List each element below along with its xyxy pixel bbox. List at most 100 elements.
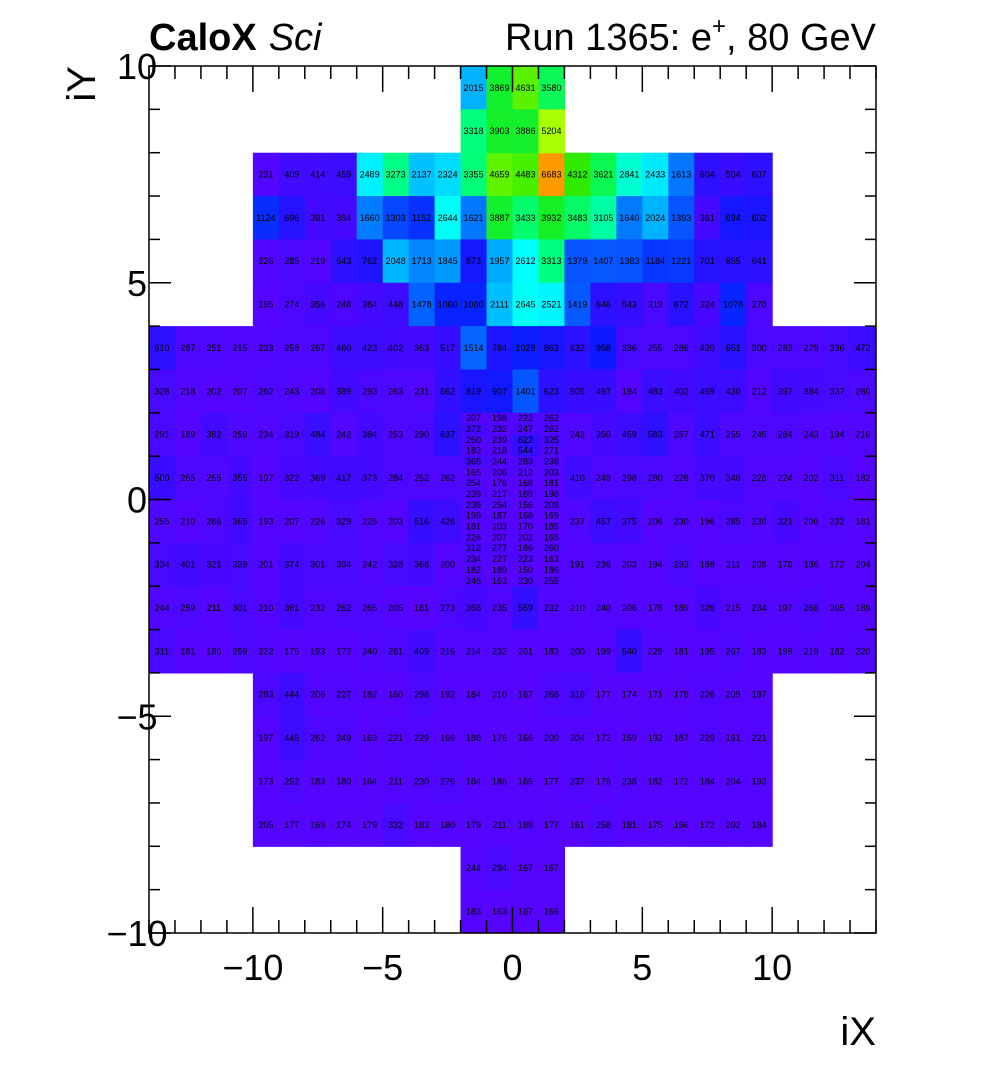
heatmap-cell: [824, 499, 851, 544]
heatmap-fine-cell: [538, 488, 566, 501]
heatmap-fine-cell: [512, 499, 540, 511]
heatmap-cell: [798, 499, 825, 544]
heatmap-value-label: 276: [440, 776, 455, 786]
heatmap-fine-cell: [512, 510, 540, 522]
heatmap-bottom-cell: [486, 889, 514, 934]
heatmap-value-label: 266: [206, 516, 221, 526]
heatmap-cell: [330, 369, 358, 414]
heatmap-cell: [486, 239, 514, 284]
heatmap-value-label: 283: [778, 343, 793, 353]
heatmap-value-label: 355: [232, 473, 247, 483]
heatmap-value-label: 293: [674, 560, 689, 570]
heatmap-value-label: 460: [336, 343, 351, 353]
heatmap-value-label: 181: [180, 646, 195, 656]
heatmap-cell: [720, 716, 747, 761]
heatmap-cell: [356, 759, 384, 804]
heatmap-value-label: 3313: [541, 256, 561, 266]
heatmap-fine-value-label: 185: [544, 522, 559, 532]
heatmap-cell: [746, 542, 773, 587]
heatmap-cell: [304, 672, 332, 717]
heatmap-cell: [408, 412, 436, 457]
heatmap-cell: [824, 586, 851, 631]
heatmap-cells: [149, 66, 877, 934]
y-tick-label: −10: [106, 913, 167, 954]
heatmap-cell: [824, 369, 851, 414]
heatmap-cell: [512, 672, 540, 717]
heatmap-value-label: 423: [362, 343, 377, 353]
heatmap-value-label: 193: [752, 776, 767, 786]
heatmap-value-label: 1713: [412, 256, 432, 266]
heatmap-value-label: 218: [180, 386, 195, 396]
heatmap-value-label: 206: [310, 690, 325, 700]
heatmap-cell: [746, 412, 773, 457]
heatmap-value-label: 177: [544, 776, 559, 786]
heatmap-cell: [564, 672, 591, 717]
heatmap-fine-value-label: 372: [466, 424, 481, 434]
heatmap-cell: [668, 499, 695, 544]
heatmap-fine-value-label: 622: [518, 435, 533, 445]
heatmap-cell: [252, 282, 280, 327]
heatmap-fine-value-label: 217: [492, 489, 507, 499]
heatmap-cell: [538, 672, 566, 717]
heatmap-value-label: 410: [570, 473, 585, 483]
heatmap-value-label: 543: [622, 300, 637, 310]
heatmap-cell-labels: 231 409 414 459 2489 3273 2137 2324 3355 4659 4483…: [154, 83, 870, 917]
heatmap-value-label: 863: [544, 343, 559, 353]
heatmap-value-label: 230: [674, 516, 689, 526]
heatmap-cell: [304, 326, 332, 371]
heatmap-value-label: 459: [622, 430, 637, 440]
heatmap-value-label: 166: [518, 733, 533, 743]
heatmap-cell: [512, 282, 540, 327]
heatmap-value-label: 672: [674, 300, 689, 310]
heatmap-value-label: 238: [622, 776, 637, 786]
heatmap-cell: [564, 196, 591, 240]
heatmap-value-label: 197: [258, 473, 273, 483]
heatmap-value-label: 516: [414, 516, 429, 526]
heatmap-bottom-value-label: 167: [544, 863, 559, 873]
heatmap-value-label: 210: [492, 690, 507, 700]
heatmap-value-label: 2644: [438, 213, 458, 223]
heatmap-cell: [642, 759, 669, 804]
heatmap-fine-value-label: 187: [492, 511, 507, 521]
heatmap-fine-value-label: 186: [544, 565, 559, 575]
heatmap-cell: [512, 326, 540, 371]
heatmap-fine-value-label: 254: [492, 500, 507, 510]
heatmap-cell: [538, 716, 566, 761]
heatmap-fine-value-label: 277: [492, 543, 507, 553]
heatmap-top-cell: [512, 66, 540, 110]
heatmap-fine-value-label: 165: [466, 467, 481, 477]
heatmap-value-label: 189: [674, 603, 689, 613]
heatmap-cell: [668, 542, 695, 587]
heatmap-value-label: 172: [830, 560, 845, 570]
heatmap-value-label: 194: [830, 430, 845, 440]
heatmap-fine-value-label: 262: [544, 413, 559, 423]
heatmap-top-cell: [486, 66, 514, 110]
heatmap-cell: [850, 456, 877, 501]
heatmap-cell: [512, 369, 540, 414]
heatmap-value-label: 1152: [412, 213, 431, 223]
heatmap-value-label: 176: [492, 733, 507, 743]
heatmap-fine-value-label: 169: [544, 511, 559, 521]
heatmap-value-label: 242: [570, 430, 585, 440]
heatmap-cell: [226, 629, 254, 674]
heatmap-value-label: 221: [388, 733, 403, 743]
heatmap-bottom-value-label: 163: [492, 906, 507, 916]
heatmap-value-label: 192: [440, 690, 455, 700]
heatmap-cell: [694, 456, 721, 501]
heatmap-value-label: 192: [648, 733, 663, 743]
heatmap-cell: [642, 369, 669, 414]
heatmap-value-label: 4659: [490, 170, 510, 180]
heatmap-fine-cell: [486, 412, 514, 425]
heatmap-cell: [278, 542, 306, 587]
heatmap-cell: [408, 716, 436, 761]
heatmap-fine-value-label: 227: [492, 554, 507, 564]
heatmap-cell: [668, 326, 695, 371]
heatmap-value-label: 161: [414, 603, 429, 613]
heatmap-value-label: 165: [518, 776, 533, 786]
heatmap-fine-cell: [538, 423, 566, 436]
heatmap-value-label: 583: [648, 430, 663, 440]
heatmap-value-label: 197: [778, 603, 793, 613]
heatmap-value-label: 484: [310, 430, 325, 440]
heatmap-value-label: 401: [180, 560, 195, 570]
